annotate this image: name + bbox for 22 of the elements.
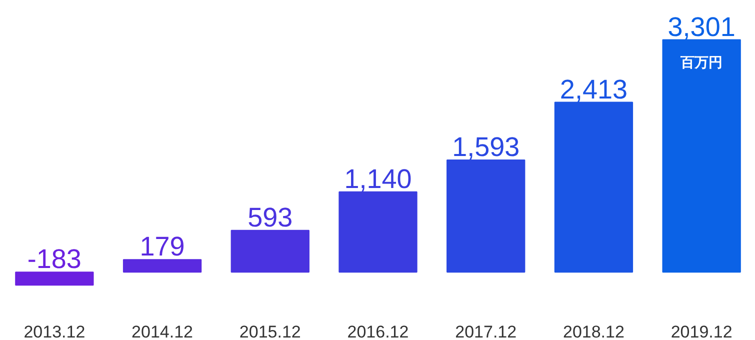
bar xyxy=(662,39,741,273)
data-label: 3,301 xyxy=(668,12,736,42)
data-label: 1,140 xyxy=(344,164,412,194)
data-label: 2,413 xyxy=(560,74,628,104)
bar xyxy=(446,160,526,273)
bar xyxy=(554,102,634,273)
x-tick-label: 2014.12 xyxy=(132,322,194,340)
bar xyxy=(230,230,310,273)
x-tick-label: 2015.12 xyxy=(239,322,301,340)
data-label: -183 xyxy=(27,244,82,274)
data-label: 1,593 xyxy=(452,132,520,162)
x-tick-label: 2016.12 xyxy=(347,322,409,340)
annotation: 百万円 xyxy=(680,54,723,70)
bar xyxy=(122,259,202,273)
x-tick-label: 2017.12 xyxy=(455,322,517,340)
data-label: 179 xyxy=(140,232,185,262)
bar xyxy=(338,191,418,273)
x-tick-label: 2018.12 xyxy=(562,322,624,340)
x-tick-label: 2019.12 xyxy=(670,322,732,340)
x-tick-label: 2013.12 xyxy=(24,322,86,340)
bar xyxy=(15,272,94,286)
data-label: 593 xyxy=(248,202,293,232)
